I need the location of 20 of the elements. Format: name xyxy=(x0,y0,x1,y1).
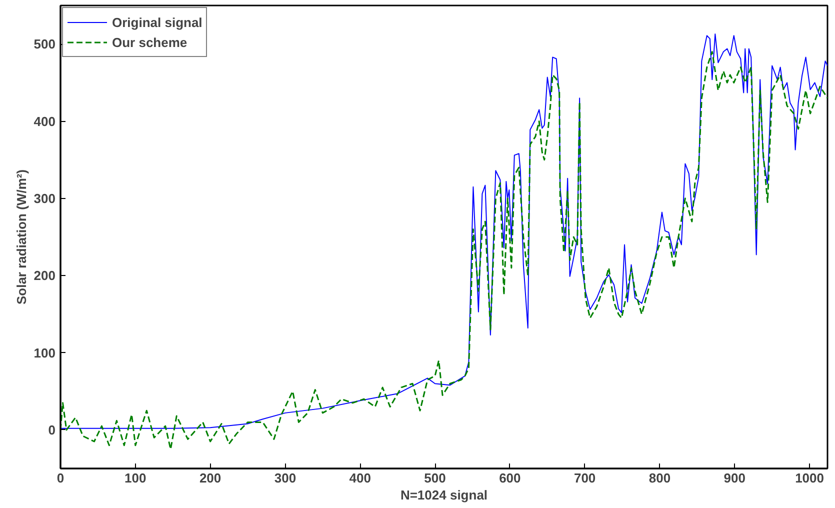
y-tick-label: 500 xyxy=(34,36,56,52)
x-tick-label: 800 xyxy=(648,470,671,486)
x-tick-label: 700 xyxy=(574,470,596,486)
x-tick-label: 900 xyxy=(724,470,746,486)
x-tick-label: 200 xyxy=(199,470,222,486)
y-tick-label: 200 xyxy=(34,268,56,284)
x-tick-label: 300 xyxy=(274,470,296,486)
y-tick-label: 300 xyxy=(34,190,56,206)
x-tick-label: 500 xyxy=(424,470,446,486)
y-tick-label: 0 xyxy=(48,422,56,438)
y-axis-title: Solar radiation (W/m²) xyxy=(14,169,29,305)
x-tick-label: 600 xyxy=(499,470,521,486)
legend-label: Our scheme xyxy=(112,34,188,50)
x-tick-label: 1000 xyxy=(795,470,824,486)
x-axis-title: N=1024 signal xyxy=(400,488,488,502)
x-tick-label: 400 xyxy=(349,470,371,486)
y-tick-label: 100 xyxy=(34,345,56,360)
legend-label: Original signal xyxy=(112,14,202,30)
x-tick-label: 100 xyxy=(124,470,146,486)
y-tick-label: 400 xyxy=(34,114,56,129)
